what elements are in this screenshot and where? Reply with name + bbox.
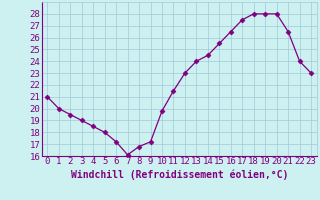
X-axis label: Windchill (Refroidissement éolien,°C): Windchill (Refroidissement éolien,°C) <box>70 169 288 180</box>
